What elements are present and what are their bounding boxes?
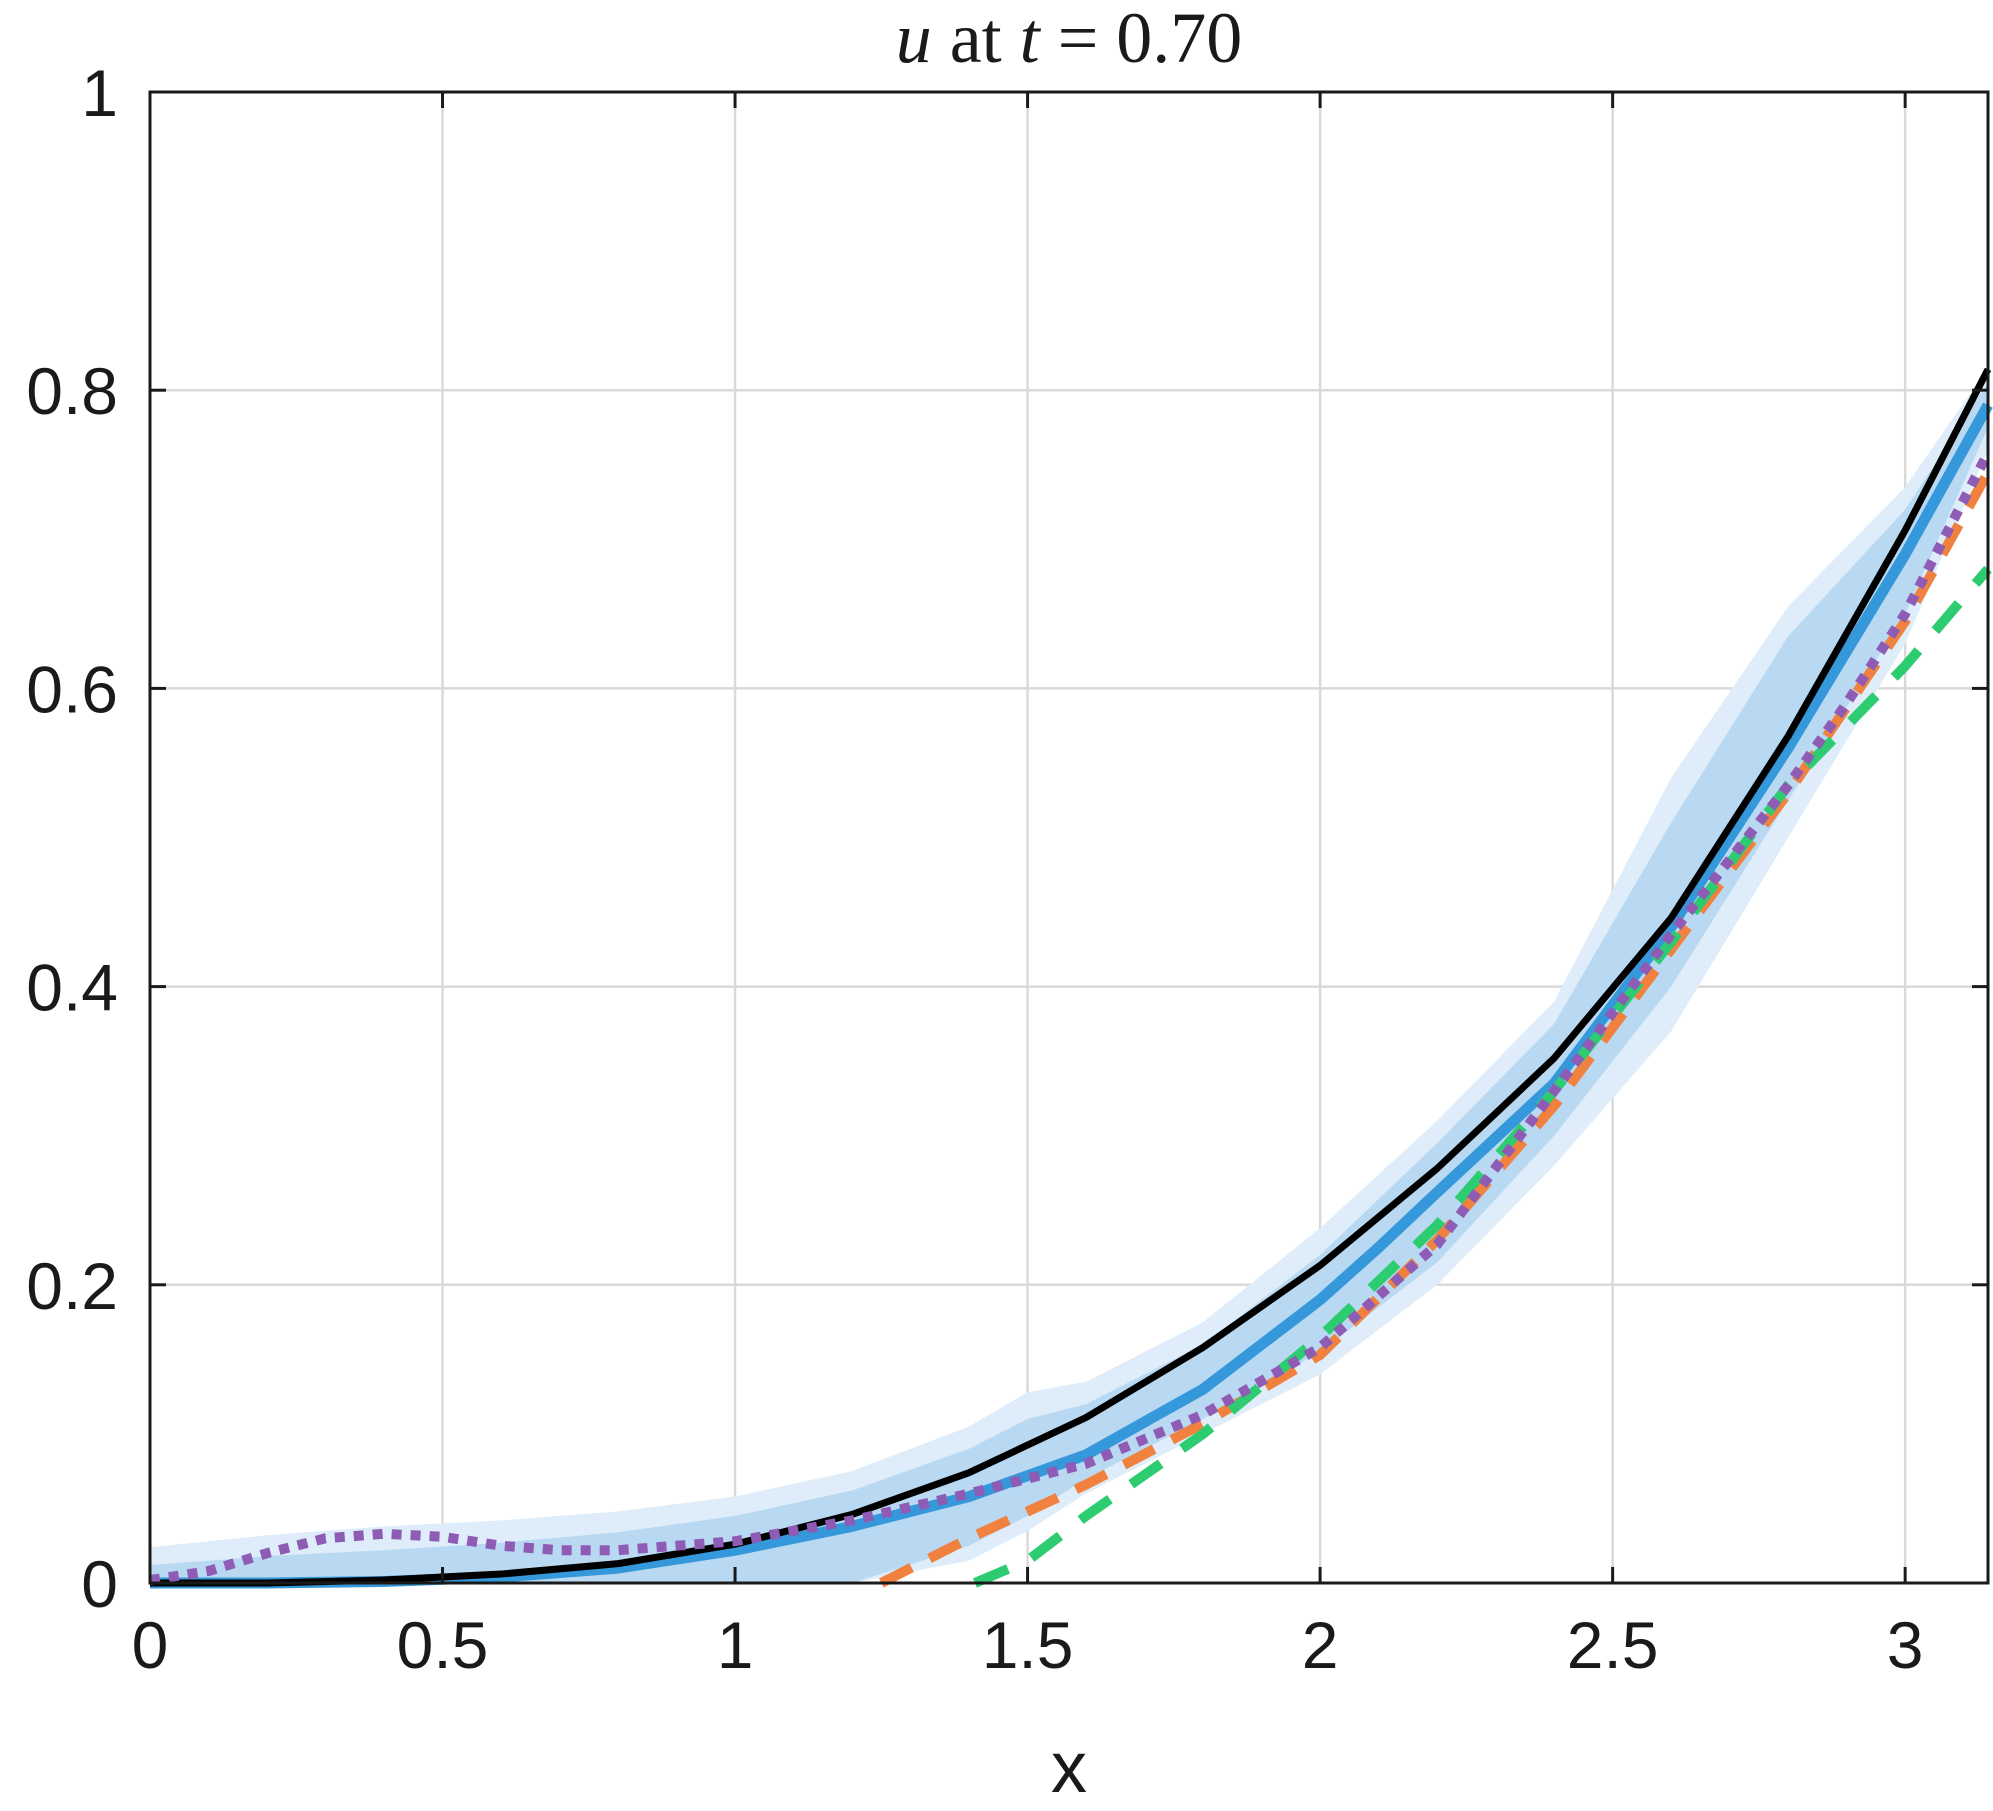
x-tick-label: 1.5 (982, 1608, 1074, 1682)
plot-frame (148, 90, 1990, 1585)
uncertainty-bands (150, 367, 1988, 1584)
title-segment: u (896, 0, 932, 78)
axis-ticks: 0 0.5 1 1.5 2 2.5 3 0 0.2 0.4 0.6 0.8 1 (26, 56, 1988, 1682)
y-tick-label: 1 (81, 56, 118, 130)
title-segment: t (1020, 0, 1042, 78)
y-tick-label: 0.6 (26, 652, 118, 726)
x-tick-label: 2.5 (1567, 1608, 1659, 1682)
series-black-solid (150, 367, 1992, 1587)
grid (150, 92, 1988, 1583)
x-tick-label: 1 (717, 1608, 754, 1682)
y-tick-label: 0.2 (26, 1249, 118, 1323)
x-axis-label: x (1051, 1728, 1087, 1808)
x-tick-label: 0 (132, 1608, 169, 1682)
y-tick-label: 0 (81, 1547, 118, 1621)
series-green-dashed (972, 565, 1992, 1588)
series-purple-dotted (149, 450, 1993, 1585)
band-outer (150, 367, 1988, 1584)
x-tick-label: 0.5 (397, 1608, 489, 1682)
y-tick-label: 0.8 (26, 354, 118, 428)
title-segment: at (932, 0, 1020, 78)
title-segment: = 0.70 (1040, 0, 1243, 78)
y-tick-label: 0.4 (26, 951, 118, 1025)
x-tick-label: 2 (1302, 1608, 1339, 1682)
series-lines (149, 367, 1993, 1589)
chart-title: u at t = 0.70 (896, 0, 1243, 78)
x-tick-label: 3 (1887, 1608, 1924, 1682)
